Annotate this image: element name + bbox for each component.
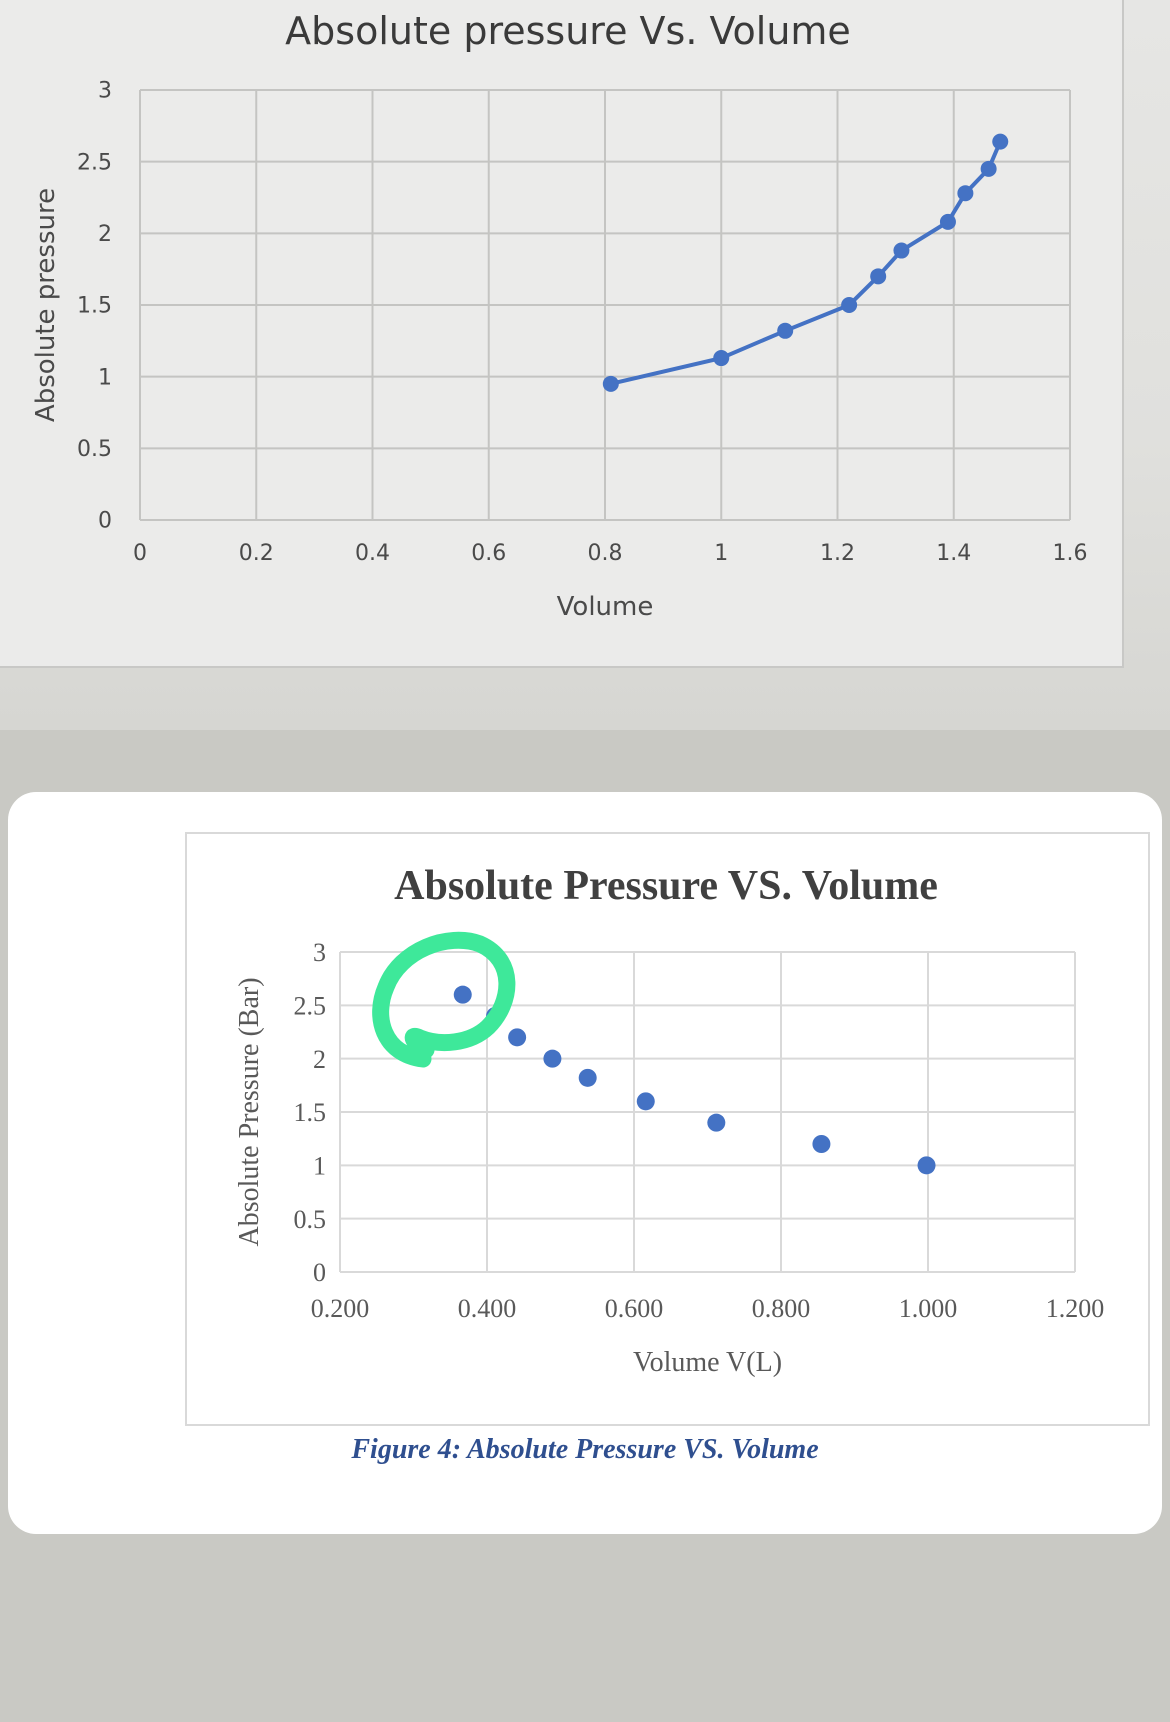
- data-point: [453, 985, 472, 1004]
- data-point: [602, 375, 619, 392]
- x-tick-label: 0.8: [588, 541, 623, 566]
- data-point: [841, 297, 858, 313]
- series-line: [610, 140, 1003, 386]
- y-axis-label: Absolute pressure: [31, 188, 61, 422]
- x-tick-label: 0: [133, 541, 147, 566]
- y-tick-label: 1: [313, 1151, 326, 1180]
- x-axis-label: Volume V(L): [633, 1347, 782, 1378]
- y-tick-label: 2: [98, 222, 112, 247]
- x-tick-label: 1.200: [1046, 1294, 1105, 1323]
- y-axis-label: Absolute Pressure (Bar): [234, 977, 265, 1246]
- x-tick-label: 0.800: [752, 1294, 811, 1323]
- data-point: [939, 213, 956, 230]
- x-tick-label: 0.400: [458, 1294, 517, 1323]
- y-tick-label: 1.5: [294, 1098, 327, 1127]
- x-tick-label: 0.2: [239, 541, 274, 566]
- data-point: [893, 242, 910, 259]
- y-tick-label: 3: [313, 938, 326, 967]
- report-figure-card: 0.200 0.400 0.600 0.800 1.000 1.200 0 0.5 1 1.5 2 2…: [8, 792, 1162, 1534]
- x-tick-label: 1.4: [936, 541, 971, 566]
- data-point: [917, 1156, 936, 1175]
- x-tick-label: 1.000: [899, 1294, 958, 1323]
- data-point: [707, 1113, 726, 1132]
- report-chart-box: [185, 832, 1150, 1426]
- x-tick-label: 0.600: [605, 1294, 664, 1323]
- photo-of-excel-chart: 0 0.2 0.4 0.6 0.8 1 1.2 1.4 1.6 0 0.5 1 1.5 2 2.5 3 Abso…: [0, 0, 1170, 730]
- y-tick-label: 0: [313, 1258, 326, 1287]
- data-point: [957, 185, 974, 202]
- x-axis-label: Volume: [557, 592, 654, 622]
- hand-drawn-circle-annotation: [372, 931, 516, 1068]
- y-tick-label: 0: [98, 509, 112, 534]
- x-tick-label: 1: [714, 541, 728, 566]
- data-point: [508, 1028, 527, 1047]
- data-point: [992, 133, 1009, 150]
- y-tick-label: 2: [313, 1045, 326, 1074]
- y-tick-label: 2.5: [77, 150, 112, 175]
- chart-title: Absolute Pressure VS. Volume: [394, 863, 938, 909]
- y-tick-label: 1: [98, 365, 112, 390]
- data-point: [636, 1092, 655, 1111]
- figure-caption: Figure 4: Absolute Pressure VS. Volume: [351, 1434, 819, 1465]
- excel-chart-area: [0, 0, 1124, 668]
- data-point: [812, 1135, 831, 1153]
- x-tick-label: 0.4: [355, 541, 390, 566]
- x-tick-label: 1.2: [820, 541, 855, 566]
- data-point: [777, 322, 794, 339]
- absolute-pressure-line-chart: 0 0.2 0.4 0.6 0.8 1 1.2 1.4 1.6 0 0.5 1 1.5 2 2.5 3 Abso…: [31, 9, 1088, 622]
- x-tick-label: 0.6: [471, 541, 506, 566]
- data-point: [713, 350, 730, 367]
- y-tick-label: 1.5: [77, 294, 112, 319]
- data-point: [543, 1049, 562, 1068]
- data-point: [980, 160, 997, 177]
- x-tick-label: 1.6: [1053, 541, 1088, 566]
- data-point: [870, 268, 887, 285]
- y-tick-label: 0.5: [294, 1205, 327, 1234]
- absolute-pressure-scatter-chart: 0.200 0.400 0.600 0.800 1.000 1.200 0 0.5 1 1.5 2 2…: [234, 863, 1105, 1378]
- y-tick-label: 0.5: [77, 437, 112, 462]
- y-tick-label: 2.5: [294, 991, 327, 1020]
- data-point: [578, 1068, 597, 1087]
- chart-title: Absolute pressure Vs. Volume: [285, 9, 851, 53]
- y-tick-label: 3: [98, 79, 112, 104]
- x-tick-label: 0.200: [311, 1294, 370, 1323]
